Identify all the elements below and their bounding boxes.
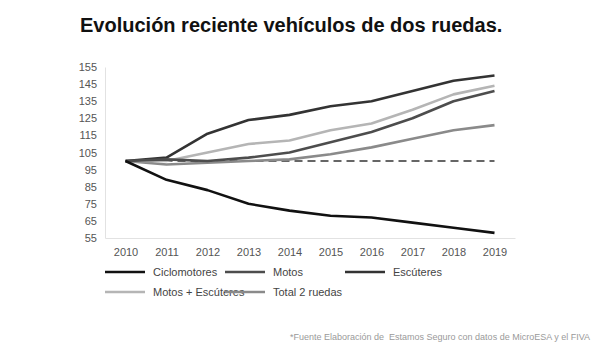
series-line — [126, 161, 495, 233]
y-tick-label: 85 — [85, 181, 97, 193]
chart: Evolución reciente vehículos de dos rued… — [0, 0, 600, 350]
y-tick-label: 155 — [79, 61, 97, 73]
x-tick: 2016 — [360, 238, 384, 258]
legend-item: Ciclomotores — [105, 266, 218, 278]
legend-item: Total 2 ruedas — [225, 286, 343, 298]
legend-label: Ciclomotores — [153, 266, 218, 278]
y-tick: 75 — [85, 198, 105, 210]
series-line — [126, 76, 495, 162]
x-tick: 2017 — [401, 238, 425, 258]
x-tick: 2014 — [278, 238, 302, 258]
y-tick: 115 — [79, 129, 105, 141]
y-tick-label: 55 — [85, 232, 97, 244]
legend-swatch — [105, 271, 145, 274]
x-tick: 2018 — [442, 238, 466, 258]
plot-area — [126, 76, 495, 233]
y-axis-line — [105, 68, 106, 239]
x-tick: 2019 — [483, 238, 507, 258]
title: Evolución reciente vehículos de dos rued… — [80, 14, 502, 36]
y-tick-label: 145 — [79, 78, 97, 90]
x-tick-label: 2014 — [278, 246, 302, 258]
x-tick-label: 2011 — [155, 246, 179, 258]
legend-swatch — [105, 291, 145, 294]
x-axis: 2010 2011 2012 2013 2014 2015 2016 2017 2018 2019 — [106, 238, 516, 258]
legend-label: Escúteres — [393, 266, 442, 278]
y-tick-label: 135 — [79, 95, 97, 107]
x-tick-label: 2019 — [483, 246, 507, 258]
x-tick-label: 2012 — [196, 246, 220, 258]
y-tick: 135 — [79, 95, 105, 107]
y-tick-label: 95 — [85, 164, 97, 176]
y-tick: 85 — [85, 181, 105, 193]
y-tick: 95 — [85, 164, 105, 176]
y-tick-label: 65 — [85, 215, 97, 227]
legend: Ciclomotores Motos Escúteres Motos + Escúte… — [105, 266, 442, 298]
y-tick-label: 115 — [79, 129, 97, 141]
x-tick-label: 2018 — [442, 246, 466, 258]
x-tick-label: 2013 — [237, 246, 261, 258]
source-note: *Fuente Elaboración de Estamos Seguro co… — [290, 332, 590, 342]
y-tick: 55 — [85, 232, 105, 244]
legend-swatch — [225, 291, 265, 294]
x-axis-line — [106, 238, 516, 239]
y-tick: 105 — [79, 147, 105, 159]
legend-swatch — [345, 271, 385, 274]
y-tick: 145 — [79, 78, 105, 90]
y-tick: 155 — [79, 61, 105, 73]
x-tick: 2013 — [237, 238, 261, 258]
y-tick-label: 75 — [85, 198, 97, 210]
series-line — [126, 91, 495, 161]
x-tick-label: 2015 — [319, 246, 343, 258]
legend-item: Motos + Escúteres — [105, 286, 245, 298]
y-tick: 125 — [79, 112, 105, 124]
legend-swatch — [225, 271, 265, 274]
x-tick: 2015 — [319, 238, 343, 258]
y-tick: 65 — [85, 215, 105, 227]
legend-item: Escúteres — [345, 266, 442, 278]
y-tick-label: 125 — [79, 112, 97, 124]
x-tick: 2012 — [196, 238, 220, 258]
x-tick-label: 2016 — [360, 246, 384, 258]
x-tick-label: 2017 — [401, 246, 425, 258]
y-tick-label: 105 — [79, 147, 97, 159]
x-tick: 2011 — [155, 238, 179, 258]
x-tick: 2010 — [114, 238, 138, 258]
legend-label: Total 2 ruedas — [273, 286, 343, 298]
legend-item: Motos — [225, 266, 303, 278]
legend-label: Motos — [273, 266, 303, 278]
y-axis: 55 65 75 85 95 105 115 125 135 145 155 — [79, 61, 106, 244]
x-tick-label: 2010 — [114, 246, 138, 258]
